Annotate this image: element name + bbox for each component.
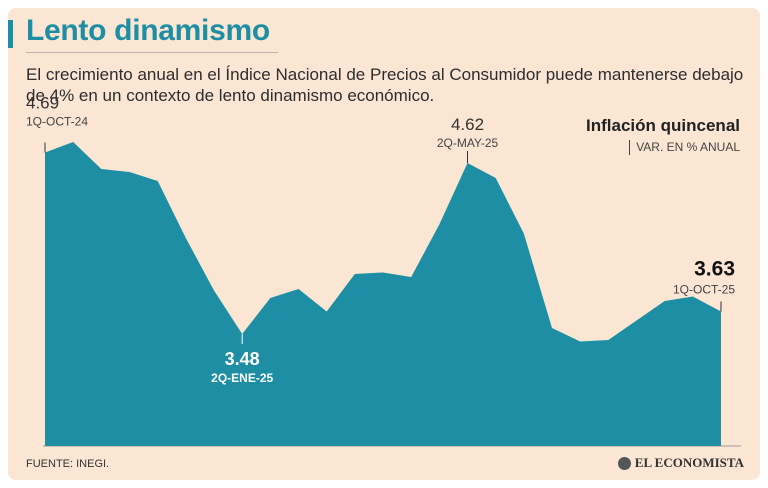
- infographic-card: Lento dinamismo El crecimiento anual en …: [8, 8, 760, 480]
- publisher-name: EL ECONOMISTA: [634, 455, 744, 470]
- legend-subtitle: VAR. EN % ANUAL: [629, 140, 740, 155]
- annotation-value: 3.48: [225, 349, 260, 369]
- publisher-logo: EL ECONOMISTA: [617, 455, 744, 471]
- annotation-value: 4.69: [26, 94, 59, 113]
- annotation-label: 1Q-OCT-24: [26, 115, 88, 129]
- title-divider: [26, 52, 278, 53]
- annotation-label: 2Q-MAY-25: [437, 136, 499, 150]
- annotation-label: 1Q-OCT-25: [673, 283, 735, 297]
- chart-title: Lento dinamismo: [26, 14, 270, 47]
- source-note: FUENTE: INEGI.: [26, 458, 110, 470]
- annotation-label: 2Q-ENE-25: [211, 371, 273, 385]
- legend-title: Inflación quincenal: [586, 116, 740, 135]
- inflation-area: [45, 142, 721, 446]
- title-accent-bar: [8, 20, 13, 48]
- annotation-value: 3.63: [694, 258, 735, 281]
- chart-subtitle: El crecimiento anual en el Índice Nacion…: [26, 65, 744, 105]
- publisher-logo-icon: [617, 456, 631, 470]
- annotation-value: 4.62: [451, 115, 484, 134]
- area-chart: 4.69 1Q-OCT-24 3.48 2Q-ENE-25 4.62 2Q-MAY-25 3…: [26, 94, 741, 447]
